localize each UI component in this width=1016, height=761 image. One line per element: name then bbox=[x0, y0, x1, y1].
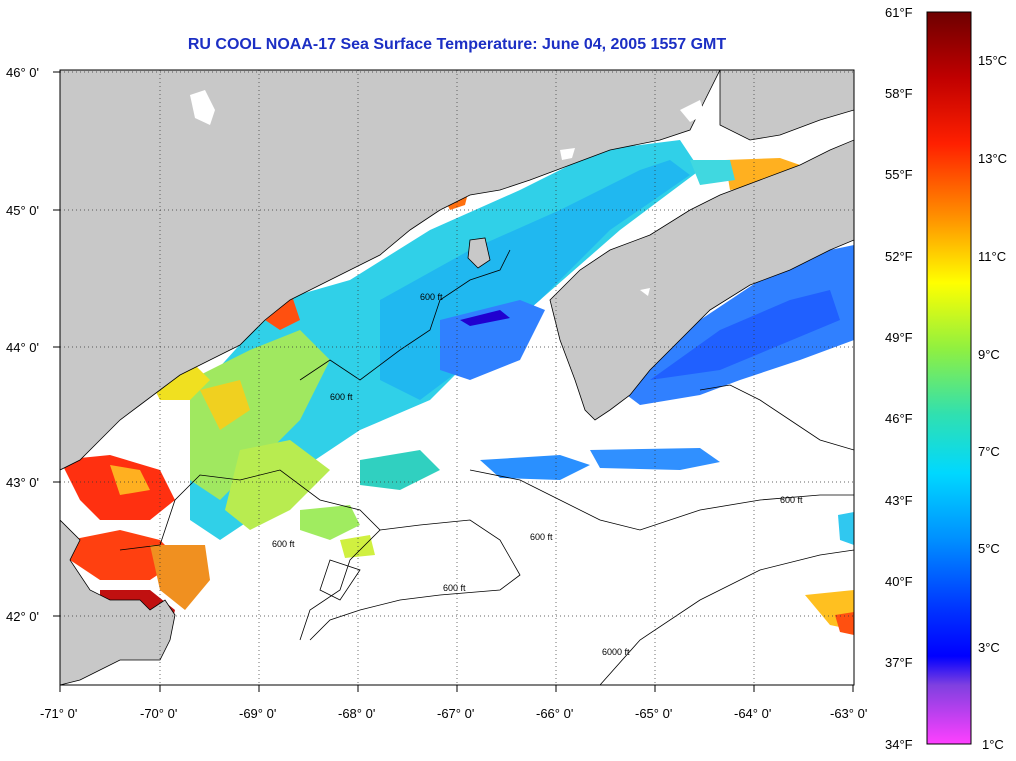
colorbar-c-label: 9°C bbox=[978, 347, 1000, 362]
axis-ticks bbox=[53, 71, 854, 692]
latitude-labels: 46° 0' 45° 0' 44° 0' 43° 0' 42° 0' bbox=[6, 65, 39, 624]
colorbar-c-label: 5°C bbox=[978, 541, 1000, 556]
colorbar-gradient bbox=[926, 11, 972, 745]
lat-tick-label: 43° 0' bbox=[6, 475, 39, 490]
cloud-specks bbox=[190, 90, 705, 296]
contour-label: 600 ft bbox=[420, 292, 443, 302]
colorbar-c-label: 1°C bbox=[982, 737, 1004, 752]
colorbar-f-label: 55°F bbox=[885, 167, 913, 182]
colorbar-c-label: 13°C bbox=[978, 151, 1007, 166]
colorbar-c-label: 7°C bbox=[978, 444, 1000, 459]
contour-label: 600 ft bbox=[530, 532, 553, 542]
grid bbox=[60, 70, 854, 685]
colorbar-c-label: 3°C bbox=[978, 640, 1000, 655]
contour-label: 600 ft bbox=[272, 539, 295, 549]
colorbar-c-label: 15°C bbox=[978, 53, 1007, 68]
lat-tick-label: 44° 0' bbox=[6, 340, 39, 355]
colorbar-f-label: 61°F bbox=[885, 5, 913, 20]
lat-tick-label: 46° 0' bbox=[6, 65, 39, 80]
lon-tick-label: -70° 0' bbox=[140, 706, 177, 721]
lon-tick-label: -71° 0' bbox=[40, 706, 77, 721]
contour-label: 600 ft bbox=[330, 392, 353, 402]
lon-tick-label: -63° 0' bbox=[830, 706, 867, 721]
colorbar-c-label: 11°C bbox=[978, 249, 1006, 264]
colorbar-f-label: 52°F bbox=[885, 249, 913, 264]
colorbar-f-label: 37°F bbox=[885, 655, 913, 670]
map-title: RU COOL NOAA-17 Sea Surface Temperature:… bbox=[187, 36, 727, 53]
map-area: 600 ft 600 ft 600 ft 600 ft 600 ft 600 f… bbox=[60, 70, 854, 685]
lat-tick-label: 42° 0' bbox=[6, 609, 39, 624]
colorbar: 61°F 58°F 55°F 52°F 49°F 46°F 43°F 40°F … bbox=[885, 5, 1007, 752]
lon-tick-label: -64° 0' bbox=[734, 706, 771, 721]
lon-tick-label: -65° 0' bbox=[635, 706, 672, 721]
colorbar-f-label: 34°F bbox=[885, 737, 913, 752]
colorbar-f-label: 46°F bbox=[885, 411, 913, 426]
lat-tick-label: 45° 0' bbox=[6, 203, 39, 218]
contour-labels: 600 ft 600 ft 600 ft 600 ft 600 ft 600 f… bbox=[272, 292, 803, 657]
lon-tick-label: -67° 0' bbox=[437, 706, 474, 721]
longitude-labels: -71° 0' -70° 0' -69° 0' -68° 0' -67° 0' … bbox=[40, 706, 867, 721]
colorbar-f-label: 43°F bbox=[885, 493, 913, 508]
sst-field bbox=[60, 140, 854, 650]
contour-label: 600 ft bbox=[443, 583, 466, 593]
bathymetry-contours bbox=[119, 249, 854, 685]
lon-tick-label: -66° 0' bbox=[536, 706, 573, 721]
colorbar-f-label: 40°F bbox=[885, 574, 913, 589]
lon-tick-label: -69° 0' bbox=[239, 706, 276, 721]
colorbar-f-label: 49°F bbox=[885, 330, 913, 345]
contour-label-deep: 6000 ft bbox=[602, 647, 630, 657]
contour-label: 600 ft bbox=[780, 495, 803, 505]
lon-tick-label: -68° 0' bbox=[338, 706, 375, 721]
colorbar-f-label: 58°F bbox=[885, 86, 913, 101]
land bbox=[60, 70, 854, 685]
